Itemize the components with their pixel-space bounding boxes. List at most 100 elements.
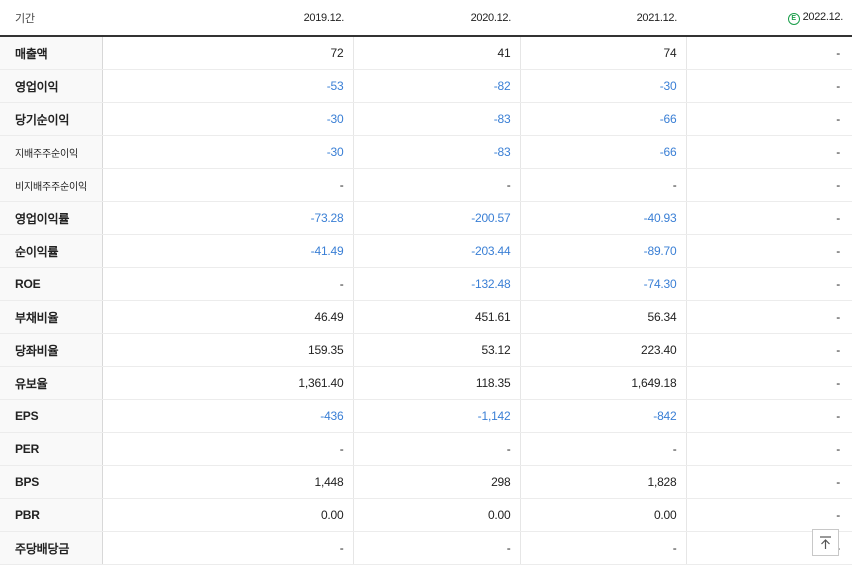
period-header-2020: 2020.12. (353, 0, 520, 37)
row-label: 순이익률 (0, 234, 103, 268)
value-cell: 223.40 (519, 333, 686, 367)
period-header-2022-label: 2022.12. (802, 10, 844, 23)
table-row: 매출액 72 41 74- (0, 36, 852, 70)
value-cell: - (101, 168, 353, 202)
value-cell: - (519, 531, 686, 565)
table-row: 영업이익률 -73.28 -200.57 -40.93- (0, 201, 852, 235)
value-cell: 298 (352, 465, 520, 499)
table-row: PER - - - - (0, 432, 852, 466)
table-row: 주당배당금---- (0, 531, 852, 565)
table-row: 지배주주순이익 -30 -83 -66- (0, 135, 852, 169)
value-cell: 41 (352, 36, 520, 70)
row-label: ROE (0, 267, 103, 301)
value-cell: - (685, 135, 852, 169)
value-cell: -30 (101, 135, 353, 169)
value-cell: -83 (352, 135, 520, 169)
table-row: 영업이익 -53 -82 -30- (0, 69, 852, 103)
value-cell: -74.30 (519, 267, 686, 301)
estimate-icon: E (787, 12, 800, 25)
table-header-row: 기간 2019.12. 2020.12. 2021.12. E 2022.12. (0, 0, 852, 37)
value-cell: 1,448 (101, 465, 353, 499)
table-row: BPS 1,448 298 1,828- (0, 465, 852, 499)
value-cell: -30 (101, 102, 353, 136)
value-cell: 56.34 (519, 300, 686, 334)
table-row: ROE - -132.48 -74.30- (0, 267, 852, 301)
value-cell: - (101, 531, 353, 565)
value-cell: -40.93 (519, 201, 686, 235)
row-label: 비지배주주순이익 (0, 168, 103, 202)
value-cell: -132.48 (352, 267, 520, 301)
value-cell: - (685, 300, 852, 334)
value-cell: -53 (101, 69, 353, 103)
value-cell: - (352, 168, 520, 202)
value-cell: - (352, 432, 520, 466)
row-label: 유보율 (0, 366, 103, 400)
value-cell: - (352, 531, 520, 565)
scroll-to-top-button[interactable] (812, 529, 839, 556)
row-label: 주당배당금 (0, 531, 103, 565)
value-cell: - (685, 201, 852, 235)
value-cell: -82 (352, 69, 520, 103)
value-cell: - (685, 399, 852, 433)
table-row: 당기순이익 -30 -83 -66- (0, 102, 852, 136)
value-cell: -83 (352, 102, 520, 136)
value-cell: - (685, 498, 852, 532)
row-label: 당좌비율 (0, 333, 103, 367)
arrow-up-to-line-icon (820, 535, 831, 549)
value-cell: - (685, 432, 852, 466)
value-cell: -842 (519, 399, 686, 433)
period-header-2022-estimate: E 2022.12. (686, 0, 852, 37)
row-label: 영업이익률 (0, 201, 103, 235)
table-row: 유보율 1,361.40 118.35 1,649.18- (0, 366, 852, 400)
value-cell: 72 (101, 36, 353, 70)
value-cell: -436 (101, 399, 353, 433)
table-row: 비지배주주순이익 - - - - (0, 168, 852, 202)
row-label: 매출액 (0, 36, 103, 70)
period-label-header: 기간 (0, 0, 102, 37)
row-label: 부채비율 (0, 300, 103, 334)
value-cell: -30 (519, 69, 686, 103)
table-row: 순이익률 -41.49 -203.44 -89.70- (0, 234, 852, 268)
value-cell: 118.35 (352, 366, 520, 400)
value-cell: -1,142 (352, 399, 520, 433)
value-cell: - (685, 234, 852, 268)
table-row: 부채비율 46.49 451.61 56.34- (0, 300, 852, 334)
value-cell: 1,649.18 (519, 366, 686, 400)
value-cell: 53.12 (352, 333, 520, 367)
value-cell: -203.44 (352, 234, 520, 268)
value-cell: 159.35 (101, 333, 353, 367)
value-cell: - (685, 366, 852, 400)
value-cell: 0.00 (101, 498, 353, 532)
row-label: 당기순이익 (0, 102, 103, 136)
value-cell: -41.49 (101, 234, 353, 268)
value-cell: - (685, 267, 852, 301)
value-cell: 1,361.40 (101, 366, 353, 400)
value-cell: 1,828 (519, 465, 686, 499)
value-cell: 74 (519, 36, 686, 70)
value-cell: - (101, 267, 353, 301)
row-label: BPS (0, 465, 103, 499)
value-cell: -66 (519, 135, 686, 169)
period-header-2019: 2019.12. (102, 0, 353, 37)
value-cell: 0.00 (352, 498, 520, 532)
row-label: 영업이익 (0, 69, 103, 103)
value-cell: -200.57 (352, 201, 520, 235)
period-header-2021: 2021.12. (520, 0, 686, 37)
value-cell: - (519, 432, 686, 466)
value-cell: 0.00 (519, 498, 686, 532)
row-label: PER (0, 432, 103, 466)
table-row: PBR 0.00 0.00 0.00- (0, 498, 852, 532)
value-cell: - (685, 465, 852, 499)
value-cell: - (685, 36, 852, 70)
value-cell: - (101, 432, 353, 466)
value-cell: -73.28 (101, 201, 353, 235)
value-cell: - (685, 333, 852, 367)
table-row: EPS -436 -1,142 -842- (0, 399, 852, 433)
value-cell: 451.61 (352, 300, 520, 334)
table-row: 당좌비율 159.35 53.12 223.40- (0, 333, 852, 367)
value-cell: - (685, 102, 852, 136)
value-cell: - (685, 168, 852, 202)
row-label: 지배주주순이익 (0, 135, 103, 169)
row-label: PBR (0, 498, 103, 532)
